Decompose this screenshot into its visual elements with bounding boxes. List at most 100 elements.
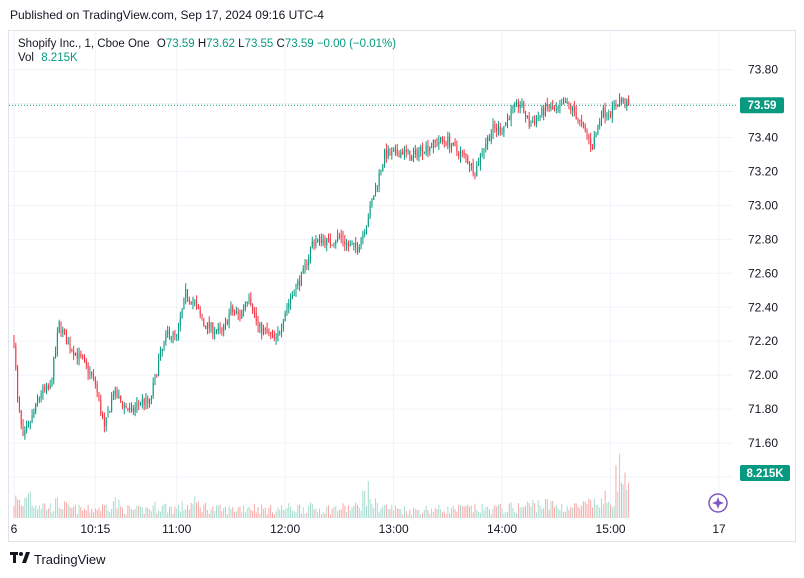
volume-bar xyxy=(597,504,599,518)
volume-bar xyxy=(131,509,132,518)
y-tick-label: 72.60 xyxy=(748,266,778,280)
symbol-title[interactable]: Shopify Inc., 1, Cboe One xyxy=(18,38,150,50)
volume-bar xyxy=(293,511,295,518)
x-tick-label: 11:00 xyxy=(162,522,191,536)
candle-body xyxy=(281,327,283,333)
candle-body xyxy=(288,303,290,308)
chart-legend: Shopify Inc., 1, Cboe One O73.59 H73.62 … xyxy=(18,36,396,52)
candle-body xyxy=(546,104,548,106)
volume-bar xyxy=(535,512,537,518)
candle-body xyxy=(261,323,263,334)
candle-body xyxy=(306,263,308,266)
volume-bar xyxy=(44,503,46,518)
volume-bar xyxy=(141,507,143,518)
candle-body xyxy=(27,422,29,427)
candle-body xyxy=(71,349,73,352)
candle-body xyxy=(472,163,474,174)
volume-bar xyxy=(185,509,187,518)
candle-body xyxy=(431,147,433,149)
volume-bar xyxy=(270,504,272,518)
candle-body xyxy=(96,384,98,393)
close-label: C xyxy=(276,38,285,50)
candle-body xyxy=(409,151,411,161)
candle-body xyxy=(67,343,69,345)
volume-bar xyxy=(516,513,518,518)
candle-body xyxy=(496,128,498,131)
volume-bar xyxy=(601,498,602,518)
volume-bar xyxy=(335,506,337,518)
volume-bar xyxy=(617,491,619,518)
volume-bar xyxy=(454,509,456,518)
candle-body xyxy=(234,312,236,314)
candle-body xyxy=(362,233,364,239)
time-axis[interactable]: 6 10:15 11:00 12:00 13:00 14:00 15:00 17 xyxy=(11,522,726,536)
candle-body xyxy=(396,149,398,155)
volume-bar xyxy=(51,512,53,518)
candle-body xyxy=(37,400,38,404)
candle-body xyxy=(42,387,44,394)
volume-bar xyxy=(319,508,320,518)
volume-bar xyxy=(478,511,480,518)
volume-bar xyxy=(129,506,131,518)
candle-body xyxy=(333,243,335,246)
candle-body xyxy=(602,107,604,118)
candle-body xyxy=(255,312,257,321)
volume-bar xyxy=(65,502,67,518)
candle-body xyxy=(382,164,384,171)
candle-body xyxy=(284,312,286,321)
volume-bar xyxy=(620,482,622,518)
candle-body xyxy=(194,301,196,303)
candle-body xyxy=(436,141,438,145)
volume-bar xyxy=(194,496,196,518)
candle-body xyxy=(152,382,154,397)
candle-body xyxy=(405,149,407,153)
volume-bar xyxy=(212,506,214,518)
candle-body xyxy=(82,356,84,359)
volume-bar xyxy=(610,504,612,518)
volume-bar xyxy=(591,507,593,518)
candle-body xyxy=(33,411,35,416)
candle-body xyxy=(344,241,346,245)
y-tick-label: 73.80 xyxy=(748,63,778,77)
volume-bar xyxy=(418,509,420,518)
candle-body xyxy=(490,133,492,141)
volume-bar xyxy=(555,505,557,518)
volume-bar xyxy=(573,503,575,518)
volume-bar xyxy=(241,512,243,518)
volume-bars xyxy=(13,453,630,518)
candle-body xyxy=(206,322,208,330)
volume-bar xyxy=(277,507,279,518)
volume-bar xyxy=(168,506,170,518)
y-tick-label: 71.60 xyxy=(748,436,778,450)
candle-body xyxy=(447,136,449,145)
candle-body xyxy=(190,301,192,305)
volume-bar xyxy=(492,508,494,518)
y-tick-label: 73.20 xyxy=(748,164,778,178)
volume-bar xyxy=(532,500,534,518)
volume-bar xyxy=(400,509,402,518)
candle-body xyxy=(20,410,22,425)
candle-body xyxy=(174,332,176,335)
candle-body xyxy=(214,332,216,335)
candle-body xyxy=(311,241,313,248)
candle-body xyxy=(582,122,584,126)
candle-body xyxy=(367,217,369,227)
volume-bar xyxy=(590,499,592,518)
candle-body xyxy=(266,328,268,332)
volume-bar xyxy=(102,504,104,518)
candle-body xyxy=(299,280,301,286)
candle-body xyxy=(89,372,91,374)
candle-body xyxy=(389,150,391,156)
price-axis[interactable]: 73.8073.6073.4073.2073.0072.8072.6072.40… xyxy=(748,63,778,484)
candle-body xyxy=(230,306,232,315)
candle-body xyxy=(221,328,223,331)
sparkle-icon[interactable] xyxy=(708,493,728,513)
candle-body xyxy=(595,132,597,138)
volume-bar xyxy=(161,505,163,518)
volume-bar xyxy=(367,481,369,518)
chart-frame[interactable] xyxy=(8,30,796,542)
candle-body xyxy=(116,389,118,398)
volume-bar xyxy=(420,514,422,518)
volume-bar xyxy=(286,508,288,518)
